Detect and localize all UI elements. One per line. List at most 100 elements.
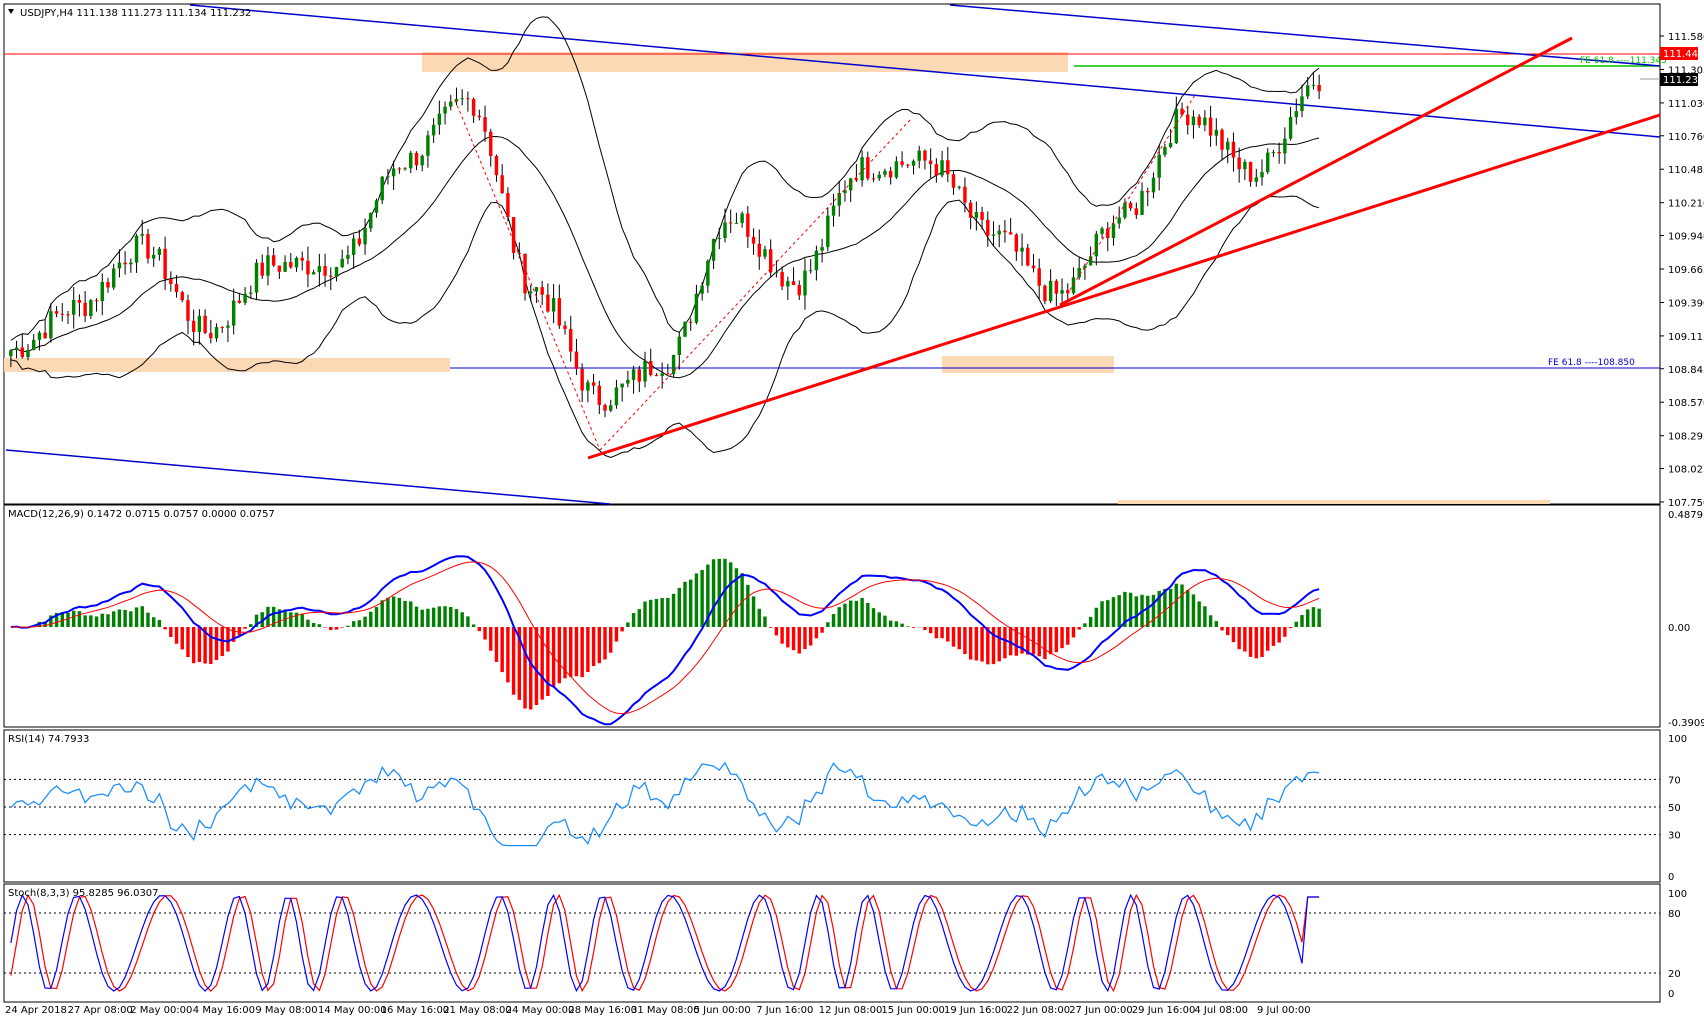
- candle-body: [197, 315, 202, 332]
- resistance-price-text: 111.442: [1663, 49, 1704, 60]
- candle-body: [403, 168, 407, 170]
- time-tick-label: 15 Jun 00:00: [881, 1005, 945, 1016]
- candle-body: [1123, 202, 1127, 218]
- candle-body: [866, 157, 870, 179]
- candle-body: [569, 328, 573, 352]
- time-tick-label: 21 May 08:00: [443, 1005, 512, 1016]
- candle-body: [877, 174, 881, 179]
- candle-body: [791, 281, 796, 286]
- candle-body: [1277, 151, 1281, 154]
- time-tick-label: 9 May 08:00: [255, 1005, 317, 1016]
- channel-upper-1: [189, 4, 1661, 138]
- candle-body: [666, 373, 670, 375]
- candle-body: [1157, 154, 1161, 178]
- candle-body: [1117, 217, 1121, 224]
- candle-body: [1106, 228, 1110, 239]
- candle-body: [129, 262, 133, 265]
- candle-body: [557, 298, 562, 326]
- candle-body: [391, 168, 396, 177]
- candle-body: [71, 299, 76, 315]
- candle-body: [1003, 230, 1007, 233]
- candle-body: [603, 404, 607, 411]
- candle-body: [888, 170, 893, 178]
- trendline-main: [587, 113, 1661, 460]
- candle-body: [1066, 290, 1070, 294]
- candle-body: [511, 217, 516, 253]
- stoch-signal-line: [10, 893, 1320, 993]
- candle-body: [374, 200, 379, 213]
- candle-body: [911, 160, 916, 166]
- candle-body: [997, 230, 1001, 235]
- stoch-k-line: [10, 893, 1320, 993]
- price-tick-label: 109.665: [1668, 265, 1704, 276]
- candle-body: [1168, 143, 1173, 148]
- price-tick-label: 109.940: [1668, 232, 1704, 243]
- time-tick-label: 24 May 00:00: [506, 1005, 575, 1016]
- candle-body: [437, 113, 442, 125]
- candle-body: [494, 156, 499, 176]
- stoch-tick-label: 100: [1668, 889, 1687, 900]
- stoch-tick-label: 20: [1668, 969, 1681, 980]
- candle-body: [683, 321, 687, 337]
- candle-body: [1260, 172, 1264, 178]
- panel-frames: [3, 3, 1661, 1003]
- candle-body: [14, 347, 19, 351]
- macd-axis: 0.4879 0.00 -0.3909: [1668, 510, 1704, 729]
- time-tick-label: 19 Jun 16:00: [944, 1005, 1008, 1016]
- candle-body: [340, 258, 344, 268]
- candle-body: [751, 236, 756, 244]
- current-price-tag: 111.232: [1660, 73, 1704, 86]
- candle-body: [1191, 116, 1196, 126]
- candle-body: [426, 135, 430, 156]
- candle-body: [1306, 85, 1310, 97]
- candle-body: [329, 275, 333, 277]
- candle-body: [20, 347, 24, 358]
- candle-body: [386, 176, 390, 178]
- rsi-label: RSI(14) 74.7933: [8, 734, 89, 745]
- candle-body: [986, 219, 990, 236]
- time-tick-label: 14 May 00:00: [318, 1005, 387, 1016]
- candle-body: [140, 233, 144, 236]
- candle-body: [471, 99, 476, 116]
- candle-body: [957, 186, 961, 188]
- candle-body: [523, 253, 527, 294]
- candle-body: [1317, 84, 1321, 92]
- time-tick-label: 24 Apr 2018: [5, 1005, 67, 1016]
- candle-body: [837, 193, 841, 206]
- stoch-tick-label: 0: [1668, 989, 1674, 1000]
- candle-body: [534, 287, 539, 292]
- candle-body: [117, 262, 122, 269]
- candle-body: [1008, 232, 1013, 235]
- candle-body: [306, 260, 310, 275]
- candle-body: [1237, 157, 1241, 170]
- price-tick-label: 110.210: [1668, 199, 1704, 210]
- header-dropdown-icon: [8, 9, 14, 14]
- candle-body: [249, 292, 253, 294]
- candle-body: [740, 213, 744, 223]
- candle-body: [1100, 228, 1104, 234]
- candle-body: [654, 375, 659, 377]
- zone-lower-mid: [942, 356, 1114, 373]
- candle-body: [363, 228, 367, 245]
- candle-body: [768, 249, 773, 273]
- candle-body: [146, 233, 150, 259]
- candle-body: [1163, 147, 1167, 155]
- candle-body: [934, 164, 939, 176]
- time-tick-label: 16 May 16:00: [381, 1005, 450, 1016]
- candle-body: [323, 266, 327, 276]
- candle-body: [31, 339, 36, 350]
- candle-body: [49, 311, 53, 339]
- candle-body: [300, 257, 304, 261]
- fib-dash-1: [454, 99, 601, 451]
- candle-body: [871, 178, 876, 180]
- candle-body: [660, 373, 664, 376]
- current-price-text: 111.232: [1663, 75, 1704, 86]
- candle-body: [346, 254, 350, 259]
- candle-body: [1294, 111, 1299, 118]
- macd-tick-label: 0.00: [1668, 623, 1690, 634]
- rsi-tick-label: 100: [1668, 734, 1687, 745]
- candle-body: [1203, 117, 1207, 126]
- candle-body: [643, 361, 647, 382]
- candle-body: [1146, 190, 1150, 193]
